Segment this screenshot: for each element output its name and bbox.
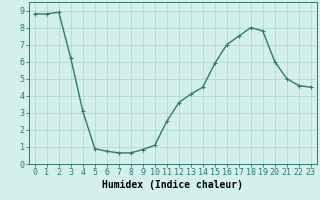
X-axis label: Humidex (Indice chaleur): Humidex (Indice chaleur) [102, 180, 243, 190]
